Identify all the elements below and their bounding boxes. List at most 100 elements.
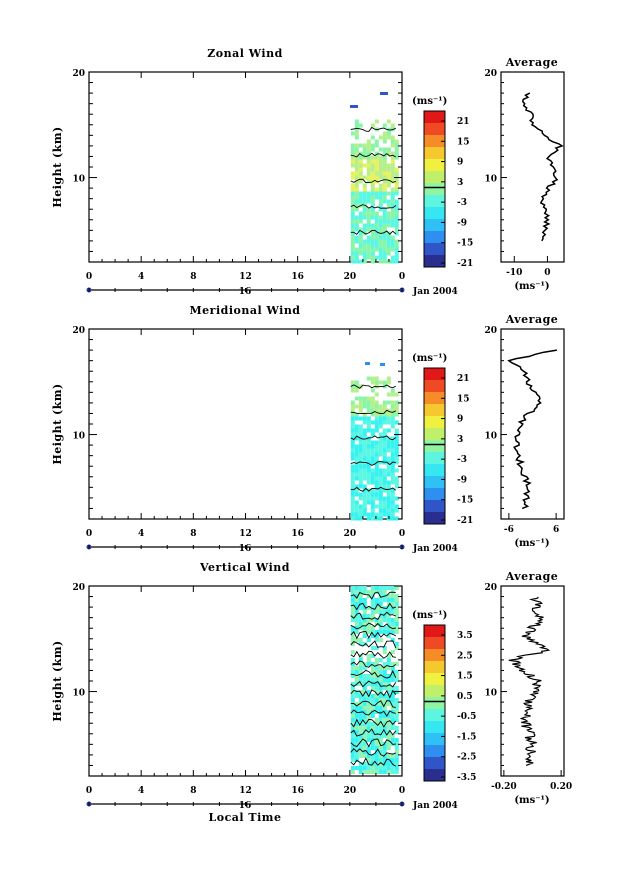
profile-line bbox=[507, 349, 558, 510]
data-cell bbox=[350, 155, 355, 160]
data-cell bbox=[390, 618, 395, 622]
data-cell bbox=[390, 500, 395, 505]
data-cell bbox=[378, 171, 383, 176]
data-cell bbox=[374, 682, 379, 686]
data-cell bbox=[378, 618, 383, 622]
data-cell bbox=[374, 742, 379, 746]
data-cell bbox=[386, 484, 391, 489]
data-cell bbox=[358, 384, 363, 389]
data-cell bbox=[390, 239, 395, 244]
data-cell bbox=[354, 127, 359, 132]
colorbar-tick-label: 9 bbox=[457, 158, 463, 168]
data-cell bbox=[362, 598, 367, 602]
data-cell bbox=[354, 147, 359, 152]
data-cell bbox=[362, 622, 367, 626]
data-cell bbox=[394, 440, 399, 445]
data-cell bbox=[378, 472, 383, 477]
data-cell bbox=[374, 195, 379, 200]
data-cell bbox=[378, 508, 383, 513]
colorbar-swatch bbox=[424, 440, 445, 453]
data-cell bbox=[358, 199, 363, 204]
data-cell bbox=[386, 674, 391, 678]
profile-line bbox=[508, 596, 551, 766]
data-cell bbox=[374, 488, 379, 493]
data-cell bbox=[386, 211, 391, 216]
contour-lines bbox=[350, 591, 397, 767]
data-cell bbox=[358, 606, 363, 610]
data-cell bbox=[358, 714, 363, 718]
data-cell bbox=[362, 396, 367, 401]
data-cell bbox=[390, 464, 395, 469]
data-cell bbox=[358, 594, 363, 598]
data-cell bbox=[366, 622, 371, 626]
data-cell bbox=[354, 163, 359, 168]
data-cell bbox=[382, 754, 387, 758]
data-cell bbox=[354, 239, 359, 244]
data-cell bbox=[382, 135, 387, 140]
data-cell bbox=[386, 163, 391, 168]
data-cell bbox=[394, 606, 399, 610]
data-cell bbox=[386, 392, 391, 397]
data-cell bbox=[370, 694, 375, 698]
data-cell bbox=[390, 436, 395, 441]
data-cell bbox=[374, 694, 379, 698]
x-tick-label: 20 bbox=[344, 786, 357, 796]
data-cell bbox=[378, 380, 383, 385]
data-cell bbox=[390, 622, 395, 626]
data-cell bbox=[394, 227, 399, 232]
y-tick-label: 20 bbox=[72, 583, 85, 593]
data-cell bbox=[374, 456, 379, 461]
data-cell bbox=[354, 123, 359, 128]
data-cell bbox=[382, 428, 387, 433]
data-cell bbox=[350, 754, 355, 758]
contour-line bbox=[350, 640, 397, 649]
data-cell bbox=[370, 456, 375, 461]
data-cell bbox=[370, 670, 375, 674]
data-cell bbox=[374, 638, 379, 642]
data-cell bbox=[390, 159, 395, 164]
data-cell bbox=[358, 231, 363, 236]
data-cell bbox=[386, 380, 391, 385]
data-cell bbox=[350, 404, 355, 409]
data-cell bbox=[362, 404, 367, 409]
data-cell bbox=[390, 215, 395, 220]
data-cell bbox=[370, 388, 375, 393]
data-cell bbox=[378, 480, 383, 485]
data-cell bbox=[350, 432, 355, 437]
data-cell bbox=[378, 710, 383, 714]
data-cell bbox=[374, 718, 379, 722]
data-cell bbox=[350, 472, 355, 477]
data-cell bbox=[386, 119, 391, 124]
data-cell bbox=[394, 766, 399, 770]
data-cell bbox=[382, 610, 387, 614]
data-cell bbox=[362, 710, 367, 714]
data-cell bbox=[362, 746, 367, 750]
data-cell bbox=[370, 440, 375, 445]
data-cell bbox=[390, 163, 395, 168]
data-cell bbox=[394, 251, 399, 256]
data-cell bbox=[362, 634, 367, 638]
data-cell bbox=[382, 750, 387, 754]
data-cell bbox=[354, 219, 359, 224]
data-cell bbox=[382, 448, 387, 453]
data-cell bbox=[394, 602, 399, 606]
profile-title: Average bbox=[505, 56, 559, 69]
data-cell bbox=[354, 622, 359, 626]
data-cell bbox=[362, 734, 367, 738]
data-cell bbox=[386, 464, 391, 469]
data-cell bbox=[366, 428, 371, 433]
colorbar-swatch bbox=[424, 171, 445, 184]
contour-line bbox=[350, 461, 396, 466]
data-cell bbox=[350, 650, 355, 654]
data-cell bbox=[390, 195, 395, 200]
data-cell bbox=[390, 758, 395, 762]
data-cell bbox=[350, 420, 355, 425]
data-cell bbox=[382, 496, 387, 501]
data-cell bbox=[350, 452, 355, 457]
data-cell bbox=[366, 750, 371, 754]
data-cell bbox=[378, 444, 383, 449]
profile-y-tick-label: 10 bbox=[484, 432, 497, 442]
data-cell bbox=[382, 726, 387, 730]
data-cell bbox=[390, 666, 395, 670]
data-cell bbox=[370, 586, 375, 590]
